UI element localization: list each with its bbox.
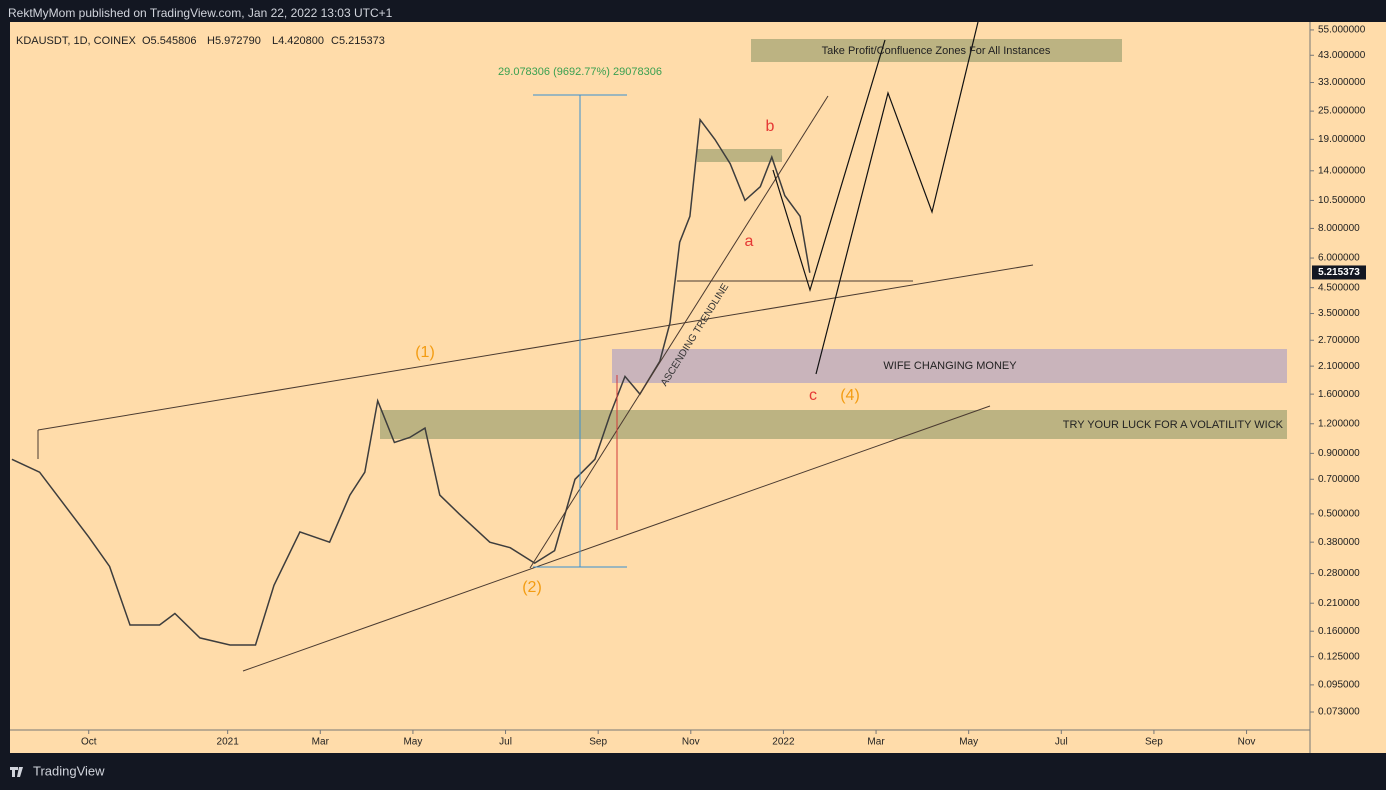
last-price-label: 5.215373: [1318, 267, 1360, 278]
measure-label: 29.078306 (9692.77%) 29078306: [498, 66, 662, 78]
symbol: KDAUSDT, 1D, COINEX: [16, 35, 136, 47]
y-tick-label: 8.000000: [1318, 223, 1360, 234]
ohlc-close: C5.215373: [331, 35, 385, 47]
x-tick-label: Sep: [1145, 737, 1163, 748]
x-tick-label: May: [959, 737, 978, 748]
y-tick-label: 0.500000: [1318, 509, 1360, 520]
wave-2: (2): [522, 579, 542, 596]
wave-4: (4): [840, 387, 860, 404]
b-zone: [697, 149, 782, 162]
tp-zone: [751, 39, 1122, 62]
wick-zone: [380, 410, 1287, 439]
price-line: [11, 117, 811, 646]
tp-label: Take Profit/Confluence Zones For All Ins…: [822, 45, 1051, 57]
abc-path: [772, 39, 886, 293]
wick-label: TRY YOUR LUCK FOR A VOLATILITY WICK: [1063, 419, 1284, 431]
wave-c: c: [809, 387, 817, 404]
y-tick-label: 0.280000: [1318, 568, 1360, 579]
y-tick-label: 2.700000: [1318, 335, 1360, 346]
y-tick-label: 1.200000: [1318, 418, 1360, 429]
y-tick-label: 0.095000: [1318, 680, 1360, 691]
x-tick-label: 2021: [217, 737, 240, 748]
axes: 55.000000 43.000000 33.000000 25.000000 19.0…: [81, 25, 1366, 748]
footer-bar: [0, 754, 1386, 790]
y-tick-label: 0.073000: [1318, 707, 1360, 718]
ohlc-open: O5.545806: [142, 35, 196, 47]
y-tick-label: 3.500000: [1318, 308, 1360, 319]
wave-a: a: [745, 233, 754, 250]
y-tick-label: 0.125000: [1318, 651, 1360, 662]
y-tick-label: 55.000000: [1318, 25, 1366, 36]
wave-1: (1): [415, 344, 435, 361]
ohlc-low: L4.420800: [272, 35, 324, 47]
series-layer: [11, 117, 811, 646]
y-tick-label: 10.500000: [1318, 195, 1366, 206]
chart-bg: [10, 22, 1386, 753]
y-tick-label: 0.160000: [1318, 626, 1360, 637]
x-tick-label: Jul: [499, 737, 512, 748]
y-tick-label: 19.000000: [1318, 134, 1366, 145]
footer-brand: TradingView: [33, 763, 105, 778]
x-tick-label: Jul: [1055, 737, 1068, 748]
x-tick-label: 2022: [772, 737, 795, 748]
y-tick-label: 43.000000: [1318, 50, 1366, 61]
x-tick-label: Sep: [589, 737, 607, 748]
logo: [10, 767, 23, 777]
wedge-lower: [242, 405, 991, 672]
x-tick-label: Nov: [1238, 737, 1256, 748]
x-tick-label: Mar: [867, 737, 885, 748]
y-tick-label: 14.000000: [1318, 165, 1366, 176]
y-tick-label: 6.000000: [1318, 253, 1360, 264]
y-tick-label: 0.900000: [1318, 448, 1360, 459]
y-tick-label: 0.210000: [1318, 598, 1360, 609]
y-tick-label: 4.500000: [1318, 282, 1360, 293]
y-tick-label: 33.000000: [1318, 77, 1366, 88]
measure: [533, 94, 627, 568]
y-tick-label: 1.600000: [1318, 389, 1360, 400]
wife-zone: [612, 349, 1287, 383]
x-tick-label: Oct: [81, 737, 97, 748]
y-tick-label: 0.380000: [1318, 537, 1360, 548]
x-tick-label: Nov: [682, 737, 700, 748]
y-tick-label: 2.100000: [1318, 361, 1360, 372]
wedge-upper: [37, 264, 1034, 431]
wave-projection: [815, 21, 979, 375]
header: RektMyMom published on TradingView.com, …: [8, 6, 393, 20]
wave-b: b: [766, 118, 775, 135]
x-tick-label: May: [403, 737, 422, 748]
last-price-tag: [1312, 265, 1366, 280]
x-tick-label: Mar: [312, 737, 330, 748]
projection: [772, 21, 979, 375]
y-tick-label: 0.700000: [1318, 474, 1360, 485]
y-tick-label: 25.000000: [1318, 106, 1366, 117]
ohlc-high: H5.972790: [207, 35, 261, 47]
wife-label: WIFE CHANGING MONEY: [883, 360, 1017, 372]
